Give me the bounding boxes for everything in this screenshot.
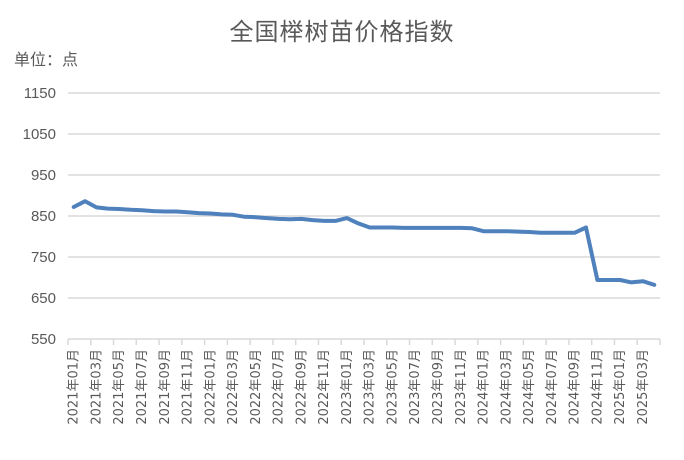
x-tick-label: 2021年07月 bbox=[135, 349, 150, 425]
x-tick-label: 2024年07月 bbox=[545, 349, 560, 425]
unit-label: 单位：点 bbox=[14, 50, 79, 69]
gridlines bbox=[68, 92, 660, 299]
x-tick-label: 2021年09月 bbox=[158, 349, 173, 425]
x-tick-label: 2025年01月 bbox=[613, 349, 628, 425]
x-tick-label: 2024年03月 bbox=[499, 349, 514, 425]
y-tick-label: 1050 bbox=[23, 126, 56, 143]
x-axis: 2021年01月 2021年03月 2021年05月 2021年07月 2021年09月… bbox=[67, 338, 661, 425]
y-tick-label: 950 bbox=[31, 167, 56, 184]
y-tick-label: 550 bbox=[31, 331, 56, 348]
y-axis: 550 650 750 850 950 1050 1150 bbox=[23, 85, 56, 348]
y-tick-label: 1150 bbox=[24, 85, 56, 102]
x-tick-label: 2022年03月 bbox=[226, 349, 241, 425]
x-tick-label: 2021年01月 bbox=[67, 349, 82, 425]
x-tick-label: 2024年01月 bbox=[477, 349, 492, 425]
x-tick-label: 2023年11月 bbox=[454, 349, 469, 425]
x-tick-label: 2022年07月 bbox=[272, 349, 287, 425]
x-tick-label: 2023年01月 bbox=[340, 349, 355, 425]
x-tick-label: 2022年01月 bbox=[203, 349, 218, 425]
y-tick-label: 650 bbox=[31, 290, 56, 307]
price-index-line bbox=[71, 199, 657, 287]
x-tick-label: 2022年09月 bbox=[294, 349, 309, 425]
x-tick-label: 2023年05月 bbox=[385, 349, 400, 425]
chart-title: 全国榉树苗价格指数 bbox=[229, 18, 455, 46]
x-tick-label: 2025年03月 bbox=[636, 349, 651, 425]
x-tick-label: 2023年03月 bbox=[363, 349, 378, 425]
x-tick-label: 2021年11月 bbox=[181, 349, 196, 425]
x-tick-label: 2022年05月 bbox=[249, 349, 264, 425]
x-tick-label: 2024年05月 bbox=[522, 349, 537, 425]
x-tick-label: 2024年11月 bbox=[590, 349, 605, 425]
x-tick-label: 2024年09月 bbox=[568, 349, 583, 425]
x-tick-label: 2023年07月 bbox=[408, 349, 423, 425]
x-tick-label: 2021年03月 bbox=[89, 349, 104, 425]
x-tick-label: 2023年09月 bbox=[431, 349, 446, 425]
y-tick-label: 750 bbox=[31, 249, 56, 266]
y-tick-label: 850 bbox=[31, 208, 56, 225]
x-tick-label: 2021年05月 bbox=[112, 349, 127, 425]
x-tick-label: 2022年11月 bbox=[317, 349, 332, 425]
